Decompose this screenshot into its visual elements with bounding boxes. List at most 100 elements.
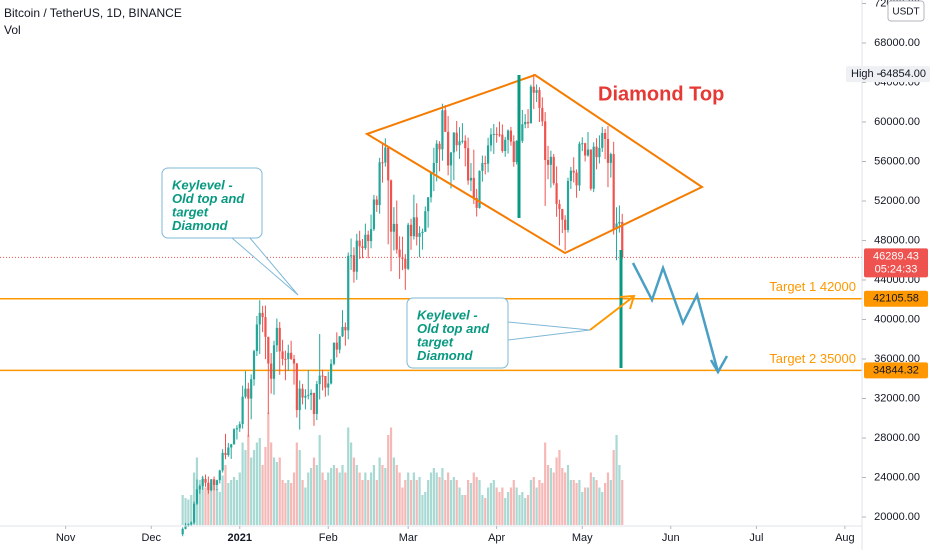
volume-bar xyxy=(238,472,241,525)
x-tick-label: Dec xyxy=(141,532,161,544)
volume-bar xyxy=(464,495,467,525)
volume-bar xyxy=(329,468,333,525)
volume-bar xyxy=(301,480,304,525)
volume-bar xyxy=(449,480,453,525)
volume-bar xyxy=(572,480,575,525)
candle-body xyxy=(190,522,193,525)
y-tick-label: 52000.00 xyxy=(874,195,920,207)
candle-body xyxy=(304,395,307,398)
callout-line: Diamond xyxy=(417,348,474,363)
candle-body xyxy=(204,478,207,483)
volume-bar xyxy=(349,442,353,525)
volume-bar xyxy=(375,480,378,525)
volume-bar xyxy=(232,477,236,525)
volume-bar xyxy=(509,487,513,525)
candle-body xyxy=(538,90,541,108)
volume-bar xyxy=(187,499,190,525)
x-tick-label: Aug xyxy=(835,532,855,544)
volume-bar xyxy=(381,465,384,525)
x-tick-label: Mar xyxy=(399,532,418,544)
volume-bar xyxy=(526,495,530,525)
target-label: Target 2 35000 xyxy=(769,351,856,366)
volume-bar xyxy=(295,442,298,525)
candle-body xyxy=(252,351,256,380)
candle-body xyxy=(418,232,421,237)
candle-body xyxy=(347,255,350,331)
volume-bar xyxy=(264,447,267,525)
callout-line: Old top and xyxy=(172,191,245,206)
volume-bar xyxy=(535,487,538,525)
volume-bar xyxy=(441,468,444,525)
candle-body xyxy=(421,231,424,233)
candle-body xyxy=(187,524,190,526)
candle-body xyxy=(504,139,507,152)
volume-bar xyxy=(452,477,455,525)
candle-body xyxy=(298,388,301,411)
volume-label: Vol xyxy=(4,23,21,37)
volume-bar xyxy=(604,483,607,525)
volume-bar xyxy=(546,465,550,525)
volume-bar xyxy=(392,457,395,525)
callout-line: Keylevel - xyxy=(417,307,478,322)
volume-bar xyxy=(458,487,461,525)
volume-bar xyxy=(521,492,524,525)
projection-path xyxy=(631,262,720,373)
candle-body xyxy=(358,240,361,247)
candle-body xyxy=(407,224,410,269)
candle-body xyxy=(601,132,604,148)
volume-bar xyxy=(538,480,541,525)
volume-bar xyxy=(518,495,521,525)
candle-body xyxy=(372,199,376,230)
candle-body xyxy=(284,358,287,360)
volume-bar xyxy=(501,487,504,525)
candle-body xyxy=(427,197,430,212)
candle-body xyxy=(201,478,204,487)
candle-body xyxy=(429,172,433,198)
volume-bar xyxy=(332,465,336,525)
volume-bar xyxy=(601,492,604,525)
volume-bar xyxy=(486,487,490,525)
candle-body xyxy=(555,183,558,204)
candle-body xyxy=(498,134,501,136)
last-price-tag xyxy=(864,248,928,278)
candle-body xyxy=(561,208,564,220)
y-tick-label: 40000.00 xyxy=(874,313,920,325)
candle-body xyxy=(398,249,401,258)
volume-bar xyxy=(618,465,621,525)
candle-body xyxy=(529,86,533,124)
volume-bar xyxy=(298,450,301,525)
volume-bar xyxy=(395,465,398,525)
volume-bar xyxy=(549,468,552,525)
candle-body xyxy=(404,258,407,269)
volume-bar xyxy=(584,487,587,525)
volume-bar xyxy=(281,480,284,525)
volume-bar xyxy=(484,498,487,525)
volume-bar xyxy=(227,483,230,525)
y-tick-label: 32000.00 xyxy=(874,392,920,404)
volume-bar xyxy=(415,480,418,525)
candle-body xyxy=(198,486,201,490)
candle-body xyxy=(458,141,461,146)
volume-bar xyxy=(230,480,233,525)
candle-body xyxy=(609,154,612,163)
callout-line: Diamond xyxy=(172,218,229,233)
candle-body xyxy=(352,255,356,272)
volume-bar xyxy=(361,480,364,525)
chart-title: Bitcoin / TetherUS, 1D, BINANCE xyxy=(4,6,182,20)
candle-body xyxy=(435,143,438,163)
currency: USDT xyxy=(892,7,919,18)
volume-bar xyxy=(261,465,264,525)
candle-body xyxy=(381,162,384,164)
candle-body xyxy=(621,221,624,258)
callout-box xyxy=(406,297,509,369)
candle-body xyxy=(566,180,570,230)
volume-bar xyxy=(267,412,270,525)
candle-body xyxy=(604,132,607,139)
candle-body xyxy=(475,198,478,208)
candle-body xyxy=(486,145,490,164)
candle-body xyxy=(492,133,495,135)
volume-bar xyxy=(367,480,370,525)
volume-bar xyxy=(247,435,250,525)
